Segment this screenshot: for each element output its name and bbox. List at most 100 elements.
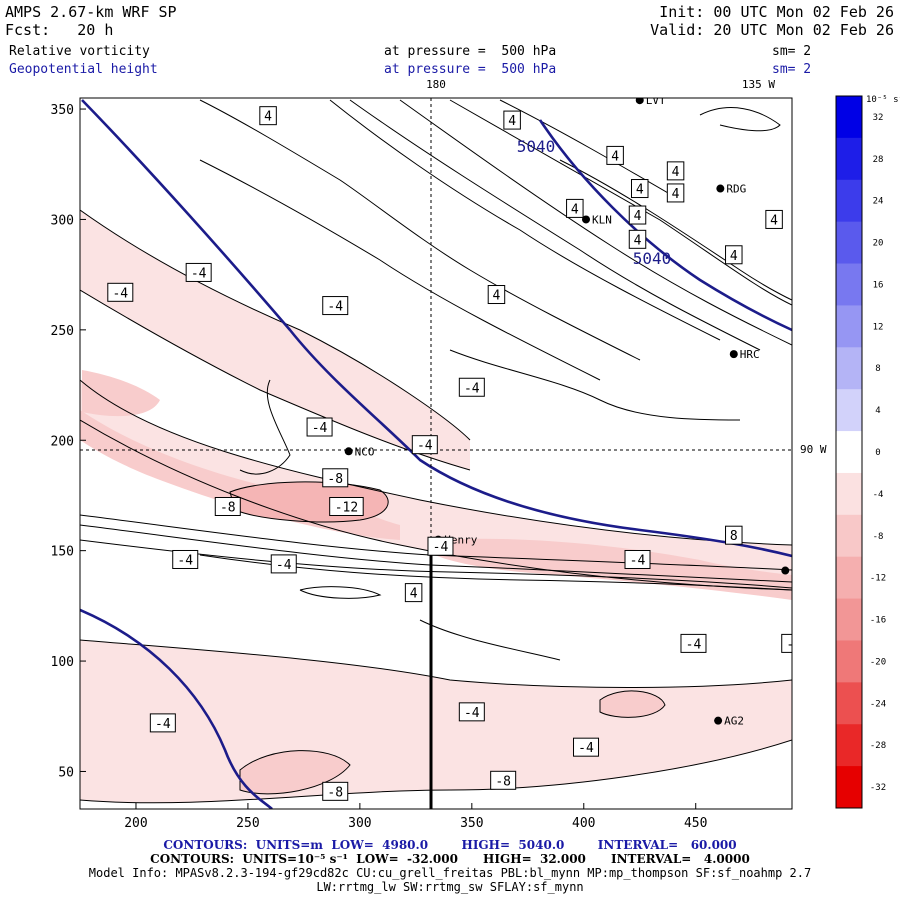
colorbar-swatch bbox=[836, 347, 862, 390]
contour-label: 4 bbox=[636, 183, 644, 198]
contour-label: 4 bbox=[571, 202, 579, 217]
contour-label: -4 bbox=[327, 300, 343, 315]
contour-label: -8 bbox=[9, 467, 25, 482]
colorbar-tick-label: 12 bbox=[873, 322, 884, 332]
contour-label: 4 bbox=[634, 233, 642, 248]
meridian-labels: 180 135 W 90 W bbox=[426, 78, 827, 456]
contour-label-box bbox=[781, 633, 792, 653]
station-label: HRC bbox=[740, 348, 760, 361]
colorbar-swatch bbox=[836, 389, 862, 432]
contour-label-box bbox=[800, 542, 825, 560]
colorbar-tick-label: 20 bbox=[873, 239, 884, 249]
contour-label: 8 bbox=[730, 529, 738, 544]
colorbar-tick-label: -4 bbox=[873, 490, 884, 500]
contour-label: 4 bbox=[508, 114, 516, 129]
colorbar-tick-label: -12 bbox=[870, 574, 886, 584]
meridian-label: 135 W bbox=[742, 78, 775, 91]
contour-label: -8 bbox=[495, 774, 511, 789]
contour-label-box bbox=[107, 282, 134, 302]
contour-label: -4 bbox=[112, 286, 128, 301]
shade-band-west bbox=[80, 210, 470, 470]
station-dot bbox=[344, 447, 353, 456]
height-label: 5040 bbox=[517, 137, 556, 156]
colorbar-swatch bbox=[836, 431, 862, 474]
field2-name: Geopotential height bbox=[9, 62, 158, 77]
colorbar-swatch bbox=[836, 221, 862, 265]
colorbar-swatch bbox=[836, 514, 862, 558]
contour-label-box bbox=[259, 106, 277, 126]
field2-level: at pressure = 500 hPa bbox=[384, 62, 557, 77]
colorbar-tick-label: 24 bbox=[873, 197, 884, 207]
station-label: NCO bbox=[355, 445, 375, 458]
contour-label-box bbox=[329, 496, 364, 516]
height-labels: 5040 5040 bbox=[517, 137, 672, 268]
colorbar-tick-label: -20 bbox=[870, 657, 886, 667]
contour-label-box bbox=[214, 496, 241, 516]
colorbar-tick-label: -32 bbox=[870, 783, 886, 793]
contour-label: -8 bbox=[220, 500, 236, 515]
contour-label-box bbox=[815, 210, 832, 228]
station-dot bbox=[714, 716, 723, 725]
contour-label: -4 bbox=[312, 421, 328, 436]
contour-label: -4 bbox=[686, 637, 702, 652]
contour-label: -12 bbox=[335, 500, 358, 515]
contour-label-box bbox=[487, 285, 506, 305]
colorbar-swatch bbox=[836, 556, 862, 600]
colorbar-swatch bbox=[836, 598, 862, 641]
contour-label: 4 bbox=[493, 289, 501, 304]
colorbar-tick-label: -8 bbox=[873, 532, 884, 542]
contour-label-box bbox=[5, 464, 30, 482]
contour-label: 4 bbox=[730, 249, 738, 264]
contour-label-box bbox=[404, 583, 423, 603]
forecast-label: Fcst: 20 h bbox=[5, 22, 113, 38]
contour-label-box bbox=[725, 525, 743, 545]
contour-label: -4 bbox=[177, 553, 193, 568]
colorbar-tick-label: 16 bbox=[873, 280, 884, 290]
height-contour-lines bbox=[80, 99, 792, 809]
colorbar-tick-label: -24 bbox=[870, 699, 886, 709]
y-tick-label: 50 bbox=[58, 765, 74, 780]
station-label: RDG bbox=[726, 183, 746, 196]
contour-label-box bbox=[765, 209, 783, 229]
contour-label-box bbox=[680, 633, 707, 653]
colorbar-tick-label: -16 bbox=[870, 616, 886, 626]
contour-label-box bbox=[306, 417, 333, 437]
colorbar-swatch bbox=[836, 682, 862, 725]
valid-time: Valid: 20 UTC Mon 02 Feb 26 bbox=[650, 21, 894, 39]
contour-label: -8 bbox=[327, 785, 343, 800]
vorticity-contour-info: CONTOURS: UNITS=10⁻⁵ s⁻¹ LOW= -32.000 HI… bbox=[150, 852, 750, 866]
contour-label: -8 bbox=[804, 545, 820, 560]
y-tick-label: 350 bbox=[51, 103, 74, 118]
contour-label-box bbox=[606, 145, 624, 165]
contour-label: 4 bbox=[864, 213, 872, 228]
contour-label: 4 bbox=[672, 165, 680, 180]
contour-labels: 44444444444444448444444-4-4-4-4-8-4-4-4-… bbox=[5, 106, 872, 801]
station-dot bbox=[729, 350, 738, 359]
vorticity-contour-lines bbox=[80, 99, 792, 804]
station-dot bbox=[635, 98, 644, 105]
colorbar-tick-label: 4 bbox=[875, 406, 880, 416]
contour-label: 4 bbox=[264, 110, 272, 125]
contour-label-box bbox=[503, 110, 521, 130]
contour-label-box bbox=[630, 179, 649, 199]
x-tick-label: 450 bbox=[684, 816, 707, 831]
contour-label: -4 bbox=[630, 553, 646, 568]
contour-label: 4 bbox=[672, 187, 680, 202]
field1-name: Relative vorticity bbox=[9, 44, 150, 59]
station-dot bbox=[781, 566, 790, 575]
forecast-hour: 20 h bbox=[77, 21, 114, 39]
contour-label: -4 bbox=[464, 706, 480, 721]
contour-label-box bbox=[270, 554, 297, 574]
y-tick-label: 200 bbox=[51, 434, 74, 449]
contour-label: 4 bbox=[819, 213, 827, 228]
model-info-radiation: LW:rrtmg_lw SW:rrtmg_sw SFLAY:sf_mynn bbox=[316, 880, 584, 894]
x-tick-label: 400 bbox=[572, 816, 595, 831]
contour-label-box bbox=[322, 296, 349, 316]
field2-smoothing: sm= 2 bbox=[772, 62, 812, 77]
contour-label-box bbox=[573, 737, 600, 757]
contour-label-box bbox=[624, 549, 651, 569]
y-tick-label: 150 bbox=[51, 545, 74, 560]
